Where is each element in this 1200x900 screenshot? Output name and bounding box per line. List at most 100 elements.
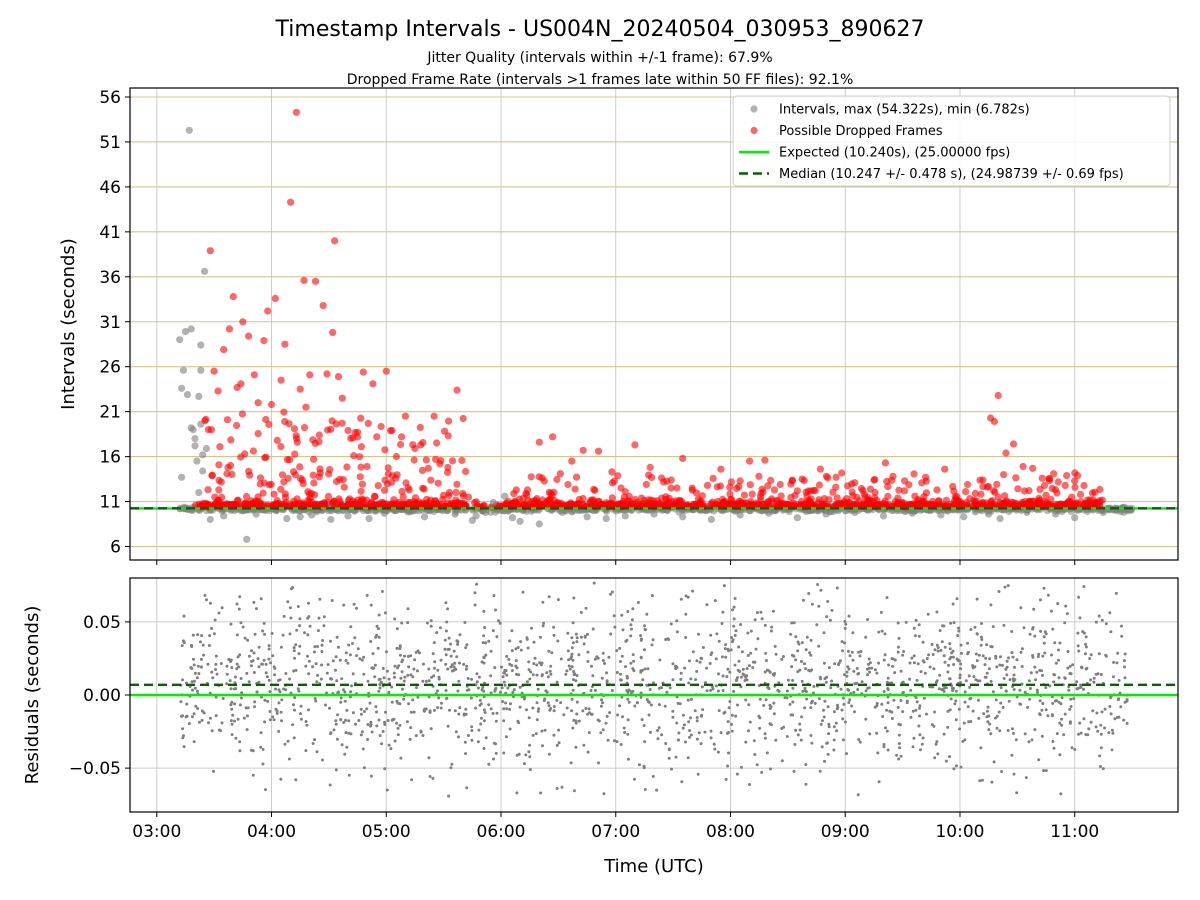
residual-point [1087,727,1091,731]
residual-point [882,658,886,662]
dropped-frame-point [350,452,358,460]
residual-point [975,659,979,663]
residual-point [893,658,897,662]
residual-point [1001,705,1005,709]
residual-point [286,739,290,743]
residual-point [335,737,339,741]
dropped-frame-point [233,497,241,505]
residual-point [399,756,403,760]
residual-point [1099,732,1103,736]
residual-point [565,669,569,673]
residual-point [322,615,326,619]
residual-point [511,690,515,694]
dropped-frame-point [228,470,236,478]
residual-point [507,658,511,661]
residual-point [470,738,474,742]
residual-point [482,708,486,712]
residual-point [650,594,654,598]
legend-box [732,95,1171,187]
residual-point [444,629,448,633]
residual-point [192,657,195,661]
residual-point [867,666,871,670]
residual-point [674,755,678,759]
residual-point [639,695,643,699]
residual-point [378,686,382,690]
dropped-frame-point [239,318,247,326]
residual-point [525,637,529,641]
residual-point [657,726,661,730]
residual-point [803,686,807,690]
residual-point [1099,673,1103,676]
residual-point [640,718,644,722]
residual-point [516,719,520,723]
residual-point [739,623,743,626]
residual-point [249,748,253,752]
dropped-frame-point [614,472,622,480]
residual-point [543,728,547,732]
residual-point [497,619,500,623]
residual-point [351,672,355,676]
dropped-frame-point [281,340,289,348]
residual-point [541,744,544,748]
residual-point [487,639,491,643]
residual-point [621,715,624,719]
residual-point [182,614,186,618]
residual-point [195,689,199,693]
residual-point [355,606,358,610]
residual-point [398,702,402,706]
residual-point [570,709,574,713]
residual-point [444,689,448,692]
dropped-frame-point [270,490,278,498]
interval-point [206,515,214,524]
residual-point [629,690,633,694]
residual-point [334,719,338,723]
residual-point [877,661,880,665]
residual-point [675,721,679,725]
residual-point [679,597,683,601]
residual-point [501,700,505,704]
residual-point [886,701,890,705]
residual-point [763,736,767,740]
residual-point [526,646,530,650]
residual-point [804,782,808,786]
residual-point [880,629,884,633]
residual-point [465,688,469,692]
dropped-frame-point [849,492,857,500]
residual-point [823,759,826,763]
residual-point [935,610,939,614]
residual-point [1054,661,1058,665]
residual-point [744,675,748,679]
residual-point [758,726,762,730]
residual-point [1089,678,1092,682]
residual-point [825,615,829,619]
residual-point [800,641,804,645]
residual-point [609,592,612,596]
residual-point [293,656,297,660]
residual-point [343,752,347,756]
dropped-frame-point [538,474,546,482]
residual-point [540,661,544,665]
residual-point [1051,740,1055,743]
dropped-frame-point [768,495,776,503]
dropped-frame-point [691,500,699,508]
residual-point [230,733,234,737]
dropped-frame-point [324,492,332,500]
residual-point [259,597,263,601]
residual-point [643,788,647,791]
residual-point [1103,707,1107,711]
residual-point [664,742,668,745]
residual-point [1033,728,1037,732]
interval-point [937,511,945,519]
residual-point [338,658,342,662]
residual-point [669,622,673,626]
residual-point [782,725,786,729]
dropped-frame-point [971,489,979,498]
dropped-frame-point [988,497,996,505]
dropped-frame-point [929,497,937,505]
residual-point [443,638,447,642]
residual-point [233,681,237,685]
residual-point [1104,654,1108,658]
residual-point [342,603,346,607]
dropped-frame-point [1076,490,1085,498]
residual-point [470,677,473,681]
